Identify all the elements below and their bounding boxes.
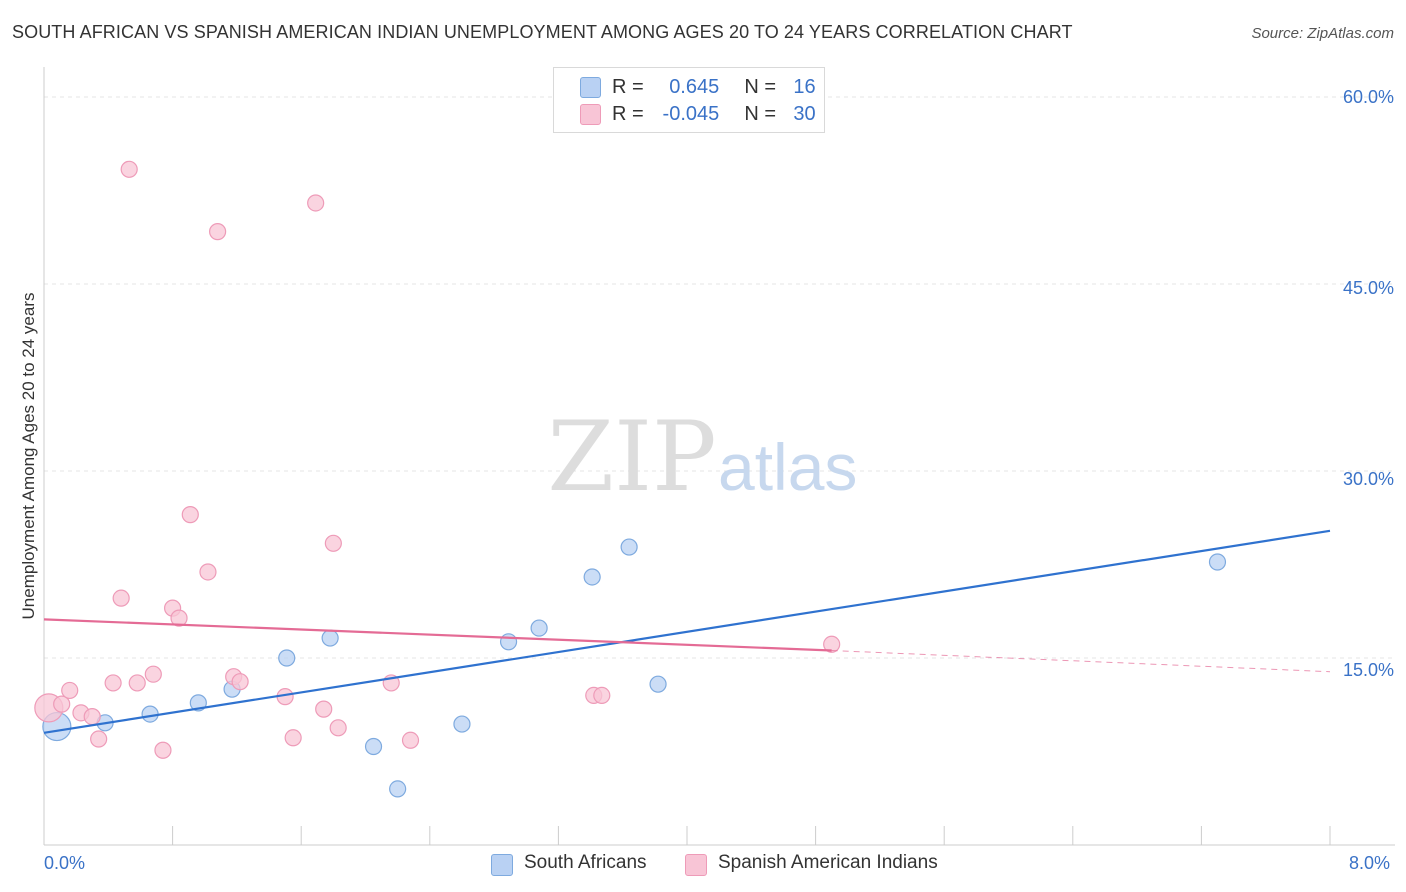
spanish-american-indian-point-20 [284, 729, 302, 747]
south-african-point-8 [389, 780, 407, 798]
spanish-american-indian-point-24 [329, 719, 347, 737]
legend-n-label: N = [744, 76, 777, 98]
data-points [34, 160, 1227, 798]
spanish-american-indian-point-15 [199, 563, 217, 581]
watermark-zip: ZIP [547, 401, 716, 513]
south-african-point-5 [278, 649, 296, 667]
south-african-point-15 [1208, 553, 1227, 571]
correlation-legend: R = 0.645 N = 16 R = -0.045 N = 30 [553, 67, 825, 133]
spanish-american-indians-trend-extension [831, 650, 1331, 673]
y-tick-label-30: 30.0% [1342, 469, 1394, 489]
spanish-american-indians-trend-line [43, 618, 832, 652]
south-african-point-2 [141, 705, 159, 723]
south-african-point-13 [620, 538, 638, 556]
series-name-south-africans: South Africans [524, 852, 647, 873]
spanish-american-indian-point-22 [315, 700, 333, 718]
chart-title: SOUTH AFRICAN VS SPANISH AMERICAN INDIAN… [12, 22, 1073, 42]
spanish-american-indian-point-14 [181, 506, 199, 524]
legend-r-value: 0.645 [669, 76, 720, 98]
spanish-american-indian-point-26 [401, 731, 420, 749]
legend-n-value: 30 [793, 103, 816, 125]
y-axis-label: Unemployment Among Ages 20 to 24 years [19, 292, 38, 620]
spanish-american-indian-point-23 [324, 534, 342, 552]
source-label: Source: ZipAtlas.com [1251, 25, 1394, 42]
spanish-american-indian-point-18 [231, 673, 249, 691]
south-african-point-10 [499, 633, 518, 651]
spanish-american-indian-point-6 [104, 674, 122, 692]
spanish-american-indian-point-4 [83, 707, 101, 726]
spanish-american-indian-point-11 [154, 741, 172, 759]
legend-r-label: R = [612, 76, 644, 98]
y-tick-label-60: 60.0% [1342, 87, 1394, 107]
spanish-american-indian-point-16 [209, 223, 227, 241]
legend-r-label: R = [612, 103, 644, 125]
legend-n-value: 16 [793, 76, 816, 98]
south-african-point-6 [321, 629, 339, 647]
south-african-point-7 [364, 737, 383, 756]
y-tick-label-45: 45.0% [1342, 278, 1394, 298]
south-african-point-14 [649, 675, 667, 693]
spanish-american-indian-point-8 [120, 160, 138, 178]
spanish-american-indian-point-2 [61, 681, 79, 700]
legend-n-label: N = [744, 103, 777, 125]
legend-swatch-blue [580, 77, 601, 98]
legend-swatch-pink [580, 104, 601, 125]
spanish-american-indian-point-28 [593, 686, 611, 705]
watermark-atlas: atlas [718, 430, 857, 504]
legend-r-value: -0.045 [662, 103, 720, 125]
series-legend: South Africans Spanish American Indians [0, 852, 1406, 878]
spanish-american-indian-point-7 [112, 589, 130, 607]
x-tick-label-min: 0.0% [44, 853, 86, 873]
trend-lines [43, 529, 1331, 734]
south-africans-trend-line [43, 529, 1331, 734]
y-tick-label-15: 15.0% [1342, 660, 1394, 680]
spanish-american-indian-point-9 [128, 674, 146, 692]
spanish-american-indian-point-13 [170, 609, 188, 627]
spanish-american-indian-point-5 [90, 730, 108, 748]
south-african-point-9 [453, 715, 471, 733]
spanish-american-indian-point-29 [823, 635, 841, 653]
series-swatch-blue [491, 854, 513, 876]
south-african-point-11 [530, 619, 548, 637]
series-swatch-pink [685, 854, 707, 876]
spanish-american-indian-point-1 [53, 695, 71, 713]
watermark: ZIP atlas [547, 401, 857, 513]
series-name-spanish-american-indians: Spanish American Indians [718, 852, 938, 873]
x-tick-label-max: 8.0% [1349, 853, 1391, 873]
spanish-american-indian-point-10 [144, 665, 162, 683]
spanish-american-indian-point-21 [307, 194, 325, 212]
grid-lines [44, 96, 1395, 659]
south-african-point-12 [583, 568, 601, 586]
